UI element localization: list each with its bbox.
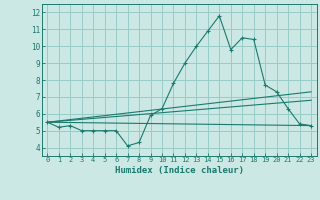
X-axis label: Humidex (Indice chaleur): Humidex (Indice chaleur) xyxy=(115,166,244,175)
